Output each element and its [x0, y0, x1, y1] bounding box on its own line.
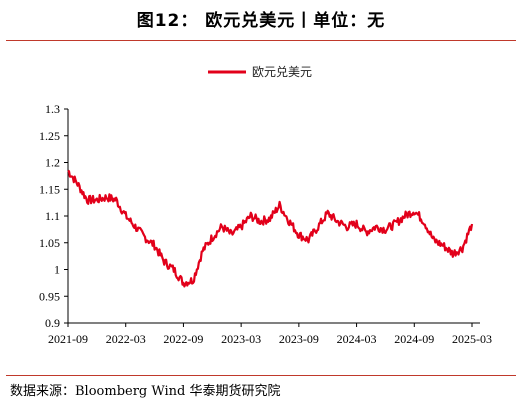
plot-area — [67, 169, 474, 288]
y-tick-label: 0.95 — [39, 289, 60, 303]
axes: 0.9 0.95 1 1.05 1.1 1.15 1.2 1.25 1.3 2021-09 2022… — [39, 102, 492, 346]
y-tick-label: 1 — [54, 263, 60, 277]
y-tick-label: 0.9 — [45, 316, 60, 330]
x-tick-label: 2025-03 — [452, 332, 492, 346]
series-line-eurusd — [67, 169, 474, 288]
x-tick-label: 2022-03 — [106, 332, 146, 346]
x-tick-label: 2023-03 — [221, 332, 261, 346]
legend-label: 欧元兑美元 — [252, 65, 312, 79]
x-tick-label: 2024-03 — [337, 332, 377, 346]
y-tick-label: 1.1 — [45, 209, 60, 223]
x-tick-label: 2021-09 — [48, 332, 88, 346]
y-tick-label: 1.05 — [39, 236, 60, 250]
y-tick-label: 1.15 — [39, 182, 60, 196]
top-rule — [6, 40, 516, 41]
y-tick-label: 1.3 — [45, 102, 60, 116]
x-tick-label: 2022-09 — [163, 332, 203, 346]
legend: 欧元兑美元 — [208, 65, 312, 79]
bottom-rule — [6, 375, 516, 376]
x-tick-label: 2023-09 — [279, 332, 319, 346]
x-tick-label: 2024-09 — [394, 332, 434, 346]
chart-title: 图12： 欧元兑美元丨单位：无 — [136, 11, 386, 31]
euro-usd-chart: 欧元兑美元 0.9 0.95 1 1.05 1.1 1.15 1.2 1.25 1.3 2021-… — [39, 65, 492, 346]
y-tick-label: 1.2 — [45, 156, 60, 170]
y-tick-label: 1.25 — [39, 129, 60, 143]
source-note: 数据来源：Bloomberg Wind 华泰期货研究院 — [10, 384, 281, 399]
